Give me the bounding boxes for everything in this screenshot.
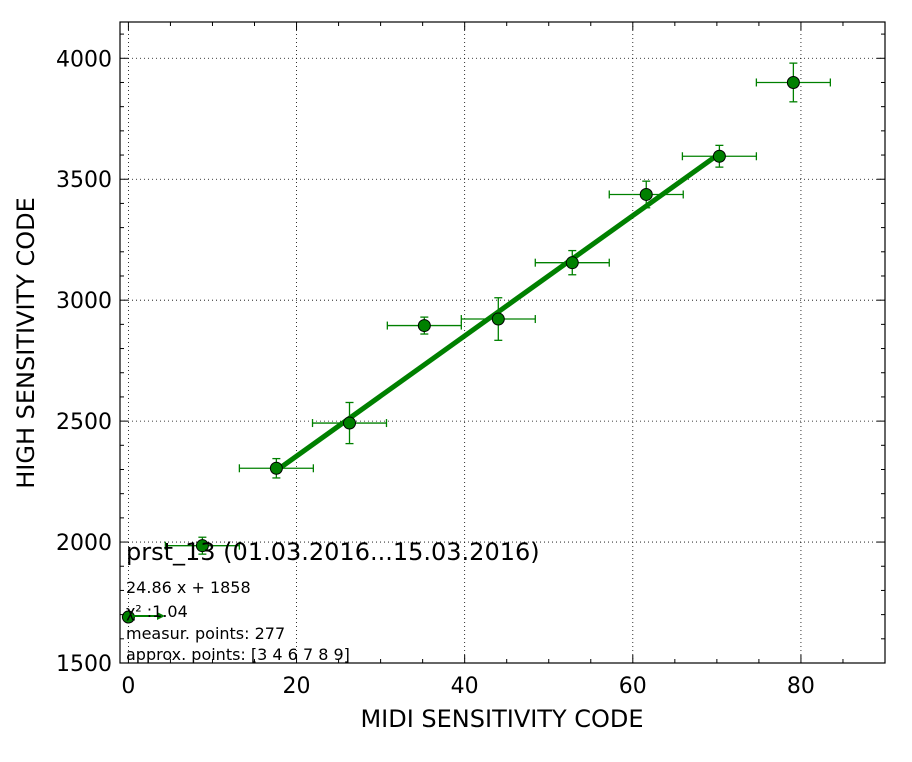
y-tick-label: 4000 xyxy=(56,47,112,72)
y-tick-label: 3000 xyxy=(56,289,112,314)
annotation-approx-points: approx. points: [3 4 6 7 8 9] xyxy=(126,645,350,664)
data-point xyxy=(311,401,388,445)
x-tick-label: 0 xyxy=(121,674,135,699)
y-tick-labels: 1500 2000 2500 3000 3500 4000 xyxy=(56,47,112,677)
data-point xyxy=(164,536,241,555)
point-marker xyxy=(712,149,726,163)
x-axis-label: MIDI SENSITIVITY CODE xyxy=(360,705,643,733)
data-point xyxy=(608,180,684,209)
point-marker xyxy=(565,256,579,270)
y-tick-label: 2500 xyxy=(56,410,112,435)
legend-marker xyxy=(127,612,165,620)
plot-area xyxy=(119,21,886,664)
point-marker xyxy=(343,416,356,430)
data-point xyxy=(238,457,315,479)
ticks xyxy=(120,22,886,664)
annotation-measur-points: measur. points: 277 xyxy=(126,624,285,643)
data-point xyxy=(755,62,832,103)
grid xyxy=(120,22,885,664)
point-marker xyxy=(417,319,431,333)
y-tick-label: 3500 xyxy=(56,168,112,193)
x-tick-labels: 0 20 40 60 80 xyxy=(121,674,815,699)
point-marker xyxy=(269,461,283,475)
point-marker xyxy=(639,187,653,201)
data-point xyxy=(460,297,536,341)
x-tick-label: 40 xyxy=(451,674,479,699)
y-tick-label: 1500 xyxy=(56,652,112,677)
x-tick-label: 20 xyxy=(283,674,311,699)
data-point xyxy=(121,610,135,624)
annotation-equation: 24.86 x + 1858 xyxy=(126,578,251,597)
data-point xyxy=(386,316,462,335)
point-marker xyxy=(491,312,505,326)
point-marker xyxy=(121,610,135,624)
annotation-title: prst_13 (01.03.2016...15.03.2016) xyxy=(126,538,540,566)
point-marker xyxy=(195,539,209,553)
point-marker xyxy=(786,75,800,89)
legend-arrowhead xyxy=(157,612,165,620)
data-point xyxy=(681,144,758,168)
annotation-chi2: χ² :1.04 xyxy=(126,602,188,621)
x-tick-label: 80 xyxy=(787,674,815,699)
x-tick-label: 60 xyxy=(619,674,647,699)
data-point xyxy=(534,249,610,276)
y-tick-label: 2000 xyxy=(56,531,112,556)
y-axis-label: HIGH SENSITIVITY CODE xyxy=(12,197,40,489)
data-points xyxy=(121,62,832,624)
